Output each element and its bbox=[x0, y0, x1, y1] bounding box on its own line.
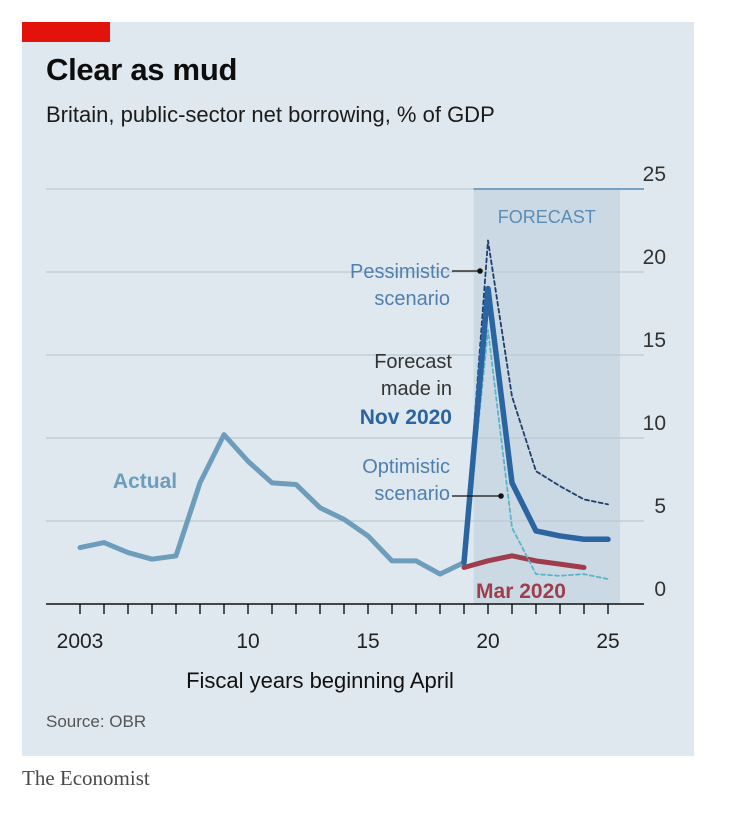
series-layer bbox=[77, 239, 611, 580]
gridlines bbox=[46, 188, 644, 522]
pessimistic-leader-dot bbox=[477, 268, 483, 274]
chart-title: Clear as mud bbox=[46, 52, 238, 87]
forecast-annotation: made in bbox=[381, 378, 452, 400]
forecast-annotation-date: Nov 2020 bbox=[360, 406, 452, 429]
pessimistic-label: Pessimistic bbox=[350, 261, 450, 283]
y-tick-label: 0 bbox=[654, 578, 666, 601]
pessimistic-label: scenario bbox=[374, 288, 450, 310]
x-tick-label: 25 bbox=[596, 630, 619, 653]
x-tick-label: 10 bbox=[236, 630, 259, 653]
chart-subtitle: Britain, public-sector net borrowing, % … bbox=[46, 102, 495, 127]
mar-2020-label: Mar 2020 bbox=[476, 580, 566, 603]
x-axis-title: Fiscal years beginning April bbox=[186, 668, 454, 693]
y-axis-ticks: 0 5 10 15 20 25 bbox=[643, 163, 666, 601]
optimistic-leader-dot bbox=[498, 493, 504, 499]
y-tick-label: 5 bbox=[654, 495, 666, 518]
series-line-nov-2020 bbox=[461, 285, 611, 566]
optimistic-label: Optimistic bbox=[362, 456, 450, 478]
x-tick-label: 20 bbox=[476, 630, 499, 653]
y-tick-label: 15 bbox=[643, 329, 666, 352]
forecast-label: FORECAST bbox=[498, 207, 596, 227]
optimistic-label: scenario bbox=[374, 483, 450, 505]
y-tick-label: 25 bbox=[643, 163, 666, 186]
series-line-mar-2020 bbox=[461, 553, 587, 570]
x-tick-label: 2003 bbox=[57, 630, 104, 653]
series-line-optimistic bbox=[463, 329, 609, 580]
series-line-actual bbox=[77, 432, 467, 577]
source-note: Source: OBR bbox=[46, 712, 147, 731]
annotations: Actual Mar 2020 Pessimistic scenario Forecas… bbox=[113, 261, 566, 603]
y-tick-label: 10 bbox=[643, 412, 666, 435]
actual-label: Actual bbox=[113, 470, 177, 493]
publisher-brand: The Economist bbox=[22, 766, 150, 790]
brand-red-tag bbox=[22, 22, 110, 42]
y-tick-label: 20 bbox=[643, 246, 666, 269]
forecast-annotation: Forecast bbox=[374, 351, 452, 373]
x-axis: 2003 10 15 20 25 bbox=[46, 603, 644, 653]
series-line-pessimistic bbox=[463, 239, 609, 564]
x-tick-label: 15 bbox=[356, 630, 379, 653]
